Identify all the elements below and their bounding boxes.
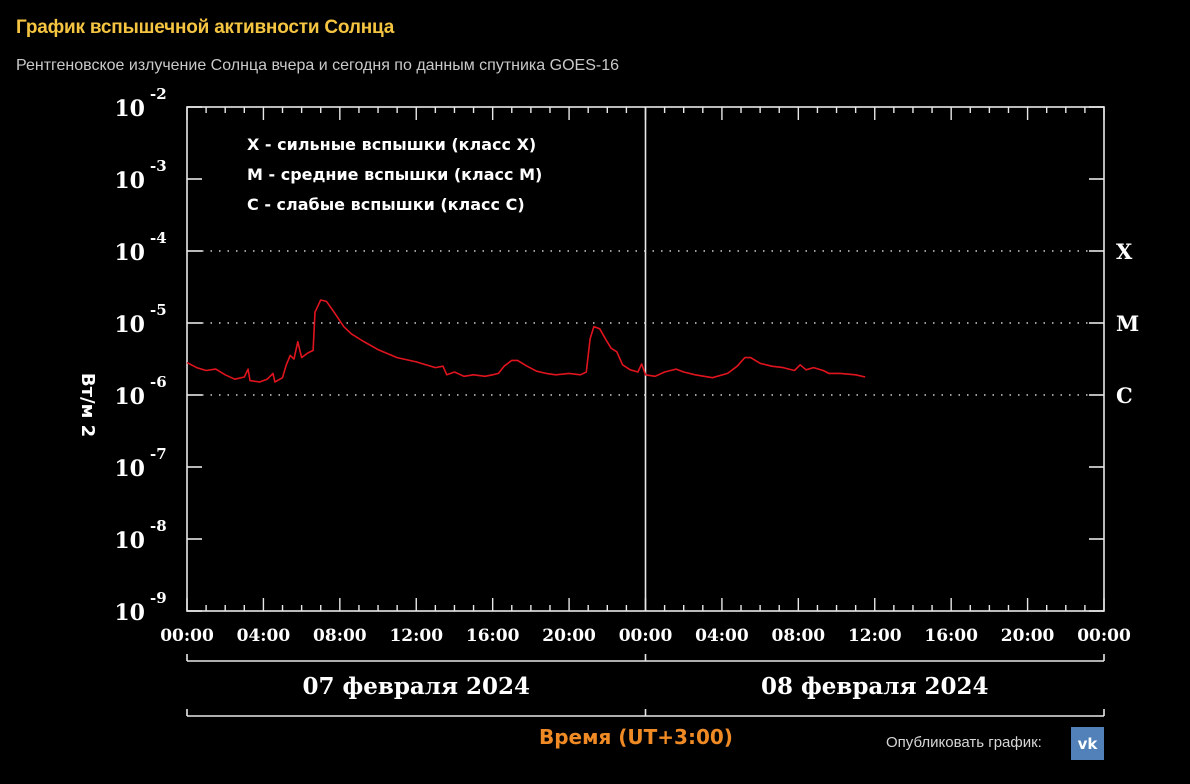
x-tick-label: 16:00 — [924, 626, 978, 646]
x-tick-label: 00:00 — [1077, 626, 1131, 646]
y-tick-label: 10 — [114, 312, 145, 338]
y-tick-label: 10 — [114, 96, 145, 122]
x-tick-label: 20:00 — [542, 626, 596, 646]
x-tick-label: 12:00 — [848, 626, 902, 646]
vk-icon: vk — [1077, 734, 1098, 753]
publish-label: Опубликовать график: — [886, 734, 1042, 751]
x-tick-label: 20:00 — [1001, 626, 1055, 646]
x-tick-label: 00:00 — [619, 626, 673, 646]
class-label-m: M — [1116, 311, 1139, 336]
xray-flux-curve — [186, 299, 866, 383]
x-tick-label: 04:00 — [237, 626, 291, 646]
class-label-c: C — [1116, 383, 1133, 408]
y-axis-label: Вт/м 2 — [77, 373, 98, 437]
date-label: 08 февраля 2024 — [761, 673, 989, 700]
legend-item: X - сильные вспышки (класс X) — [247, 135, 536, 154]
x-tick-label: 00:00 — [160, 626, 214, 646]
x-tick-label: 04:00 — [695, 626, 749, 646]
y-tick-exponent: -3 — [150, 157, 167, 175]
date-brackets: 07 февраля 2024 08 февраля 2024 — [186, 654, 1105, 717]
y-tick-exponent: -5 — [150, 301, 167, 319]
y-tick-label: 10 — [114, 528, 145, 554]
y-tick-exponent: -4 — [150, 229, 167, 247]
legend-item: C - слабые вспышки (класс C) — [247, 195, 525, 214]
page-title: График вспышечной активности Солнца — [16, 17, 395, 38]
y-tick-exponent: -7 — [150, 445, 167, 463]
y-tick-label: 10 — [114, 456, 145, 482]
y-tick-label: 10 — [114, 168, 145, 194]
x-axis-title: Время (UT+3:00) — [539, 725, 733, 749]
x-tick-label: 08:00 — [313, 626, 367, 646]
vk-share-button[interactable]: vk — [1071, 727, 1104, 760]
y-axis: 10 -2 10 -3 10 -4 10 -5 10 -6 10 -7 10 -8 10 -9 — [114, 85, 1104, 626]
legend: X - сильные вспышки (класс X) M - средние… — [247, 135, 542, 214]
page-subtitle: Рентгеновское излучение Солнца вчера и с… — [16, 57, 619, 74]
x-axis: 00:00 04:00 08:00 12:00 16:00 20:00 00:00 04:00… — [160, 107, 1131, 646]
y-tick-exponent: -6 — [150, 373, 167, 391]
x-tick-label: 16:00 — [466, 626, 520, 646]
y-tick-exponent: -8 — [150, 517, 167, 535]
y-tick-label: 10 — [114, 240, 145, 266]
y-tick-label: 10 — [114, 600, 145, 626]
y-tick-label: 10 — [114, 384, 145, 410]
y-tick-exponent: -9 — [150, 589, 167, 607]
date-label: 07 февраля 2024 — [302, 673, 530, 700]
legend-item: M - средние вспышки (класс M) — [247, 165, 542, 184]
y-tick-exponent: -2 — [150, 85, 167, 103]
class-labels: X M C — [1116, 239, 1139, 408]
x-tick-label: 12:00 — [389, 626, 443, 646]
class-label-x: X — [1116, 239, 1133, 264]
class-threshold-lines — [202, 250, 1089, 396]
x-tick-label: 08:00 — [772, 626, 826, 646]
